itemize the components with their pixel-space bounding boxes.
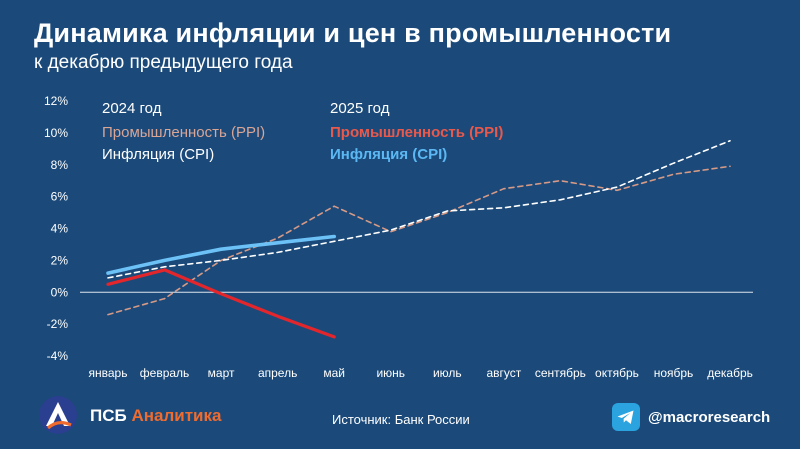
telegram-handle[interactable]: @macroresearch xyxy=(648,409,771,426)
x-tick-label: май xyxy=(323,366,345,380)
x-tick-label: март xyxy=(208,366,235,380)
x-axis-labels: январь февраль март апрель май июнь июль август… xyxy=(89,366,753,380)
legend-year-2024: 2024 год xyxy=(102,100,162,117)
y-tick-label: 12% xyxy=(44,94,68,108)
series-cpi-2024-line xyxy=(107,140,731,279)
y-axis-labels: 12% 10% 8% 6% 4% 2% 0% -2% -4% xyxy=(44,94,68,363)
legend-year-2025: 2025 год xyxy=(330,100,390,117)
legend-ppi-2024: Промышленность (PPI) xyxy=(102,124,265,141)
legend-ppi-2025: Промышленность (PPI) xyxy=(330,124,503,141)
series-ppi-2024-line xyxy=(107,165,731,316)
x-tick-label: август xyxy=(486,366,521,380)
y-tick-label: 10% xyxy=(44,126,68,140)
x-tick-label: октябрь xyxy=(595,366,639,380)
brand-name: ПСБ Аналитика xyxy=(90,406,221,426)
source-note: Источник: Банк России xyxy=(332,412,470,427)
x-tick-label: июнь xyxy=(376,366,405,380)
brand-name-part2: Аналитика xyxy=(131,406,222,425)
x-tick-label: январь xyxy=(89,366,128,380)
chart-subtitle: к декабрю предыдущего года xyxy=(34,52,293,73)
x-tick-label: апрель xyxy=(258,366,297,380)
series-layer xyxy=(106,140,731,339)
y-tick-label: -4% xyxy=(47,349,69,363)
x-tick-label: февраль xyxy=(140,366,190,380)
x-tick-label: июль xyxy=(433,366,462,380)
x-tick-label: ноябрь xyxy=(654,366,694,380)
y-tick-label: -2% xyxy=(47,317,69,331)
y-tick-label: 4% xyxy=(51,222,69,236)
y-tick-label: 0% xyxy=(51,285,69,299)
legend-cpi-2024: Инфляция (CPI) xyxy=(102,146,214,163)
series-cpi-2025-line xyxy=(106,234,337,275)
legend-cpi-2025: Инфляция (CPI) xyxy=(330,146,447,163)
psb-logo-icon xyxy=(39,396,77,434)
chart-title: Динамика инфляции и цен в промышленности xyxy=(34,18,672,48)
brand-name-part1: ПСБ xyxy=(90,406,127,425)
y-tick-label: 8% xyxy=(51,158,69,172)
legend: 2024 год 2025 год Промышленность (PPI) И… xyxy=(102,100,503,163)
x-tick-label: сентябрь xyxy=(535,366,586,380)
telegram-icon[interactable] xyxy=(612,403,640,431)
y-tick-label: 6% xyxy=(51,190,69,204)
y-tick-label: 2% xyxy=(51,253,69,267)
series-ppi-2025-line xyxy=(106,268,336,339)
x-tick-label: декабрь xyxy=(707,366,753,380)
